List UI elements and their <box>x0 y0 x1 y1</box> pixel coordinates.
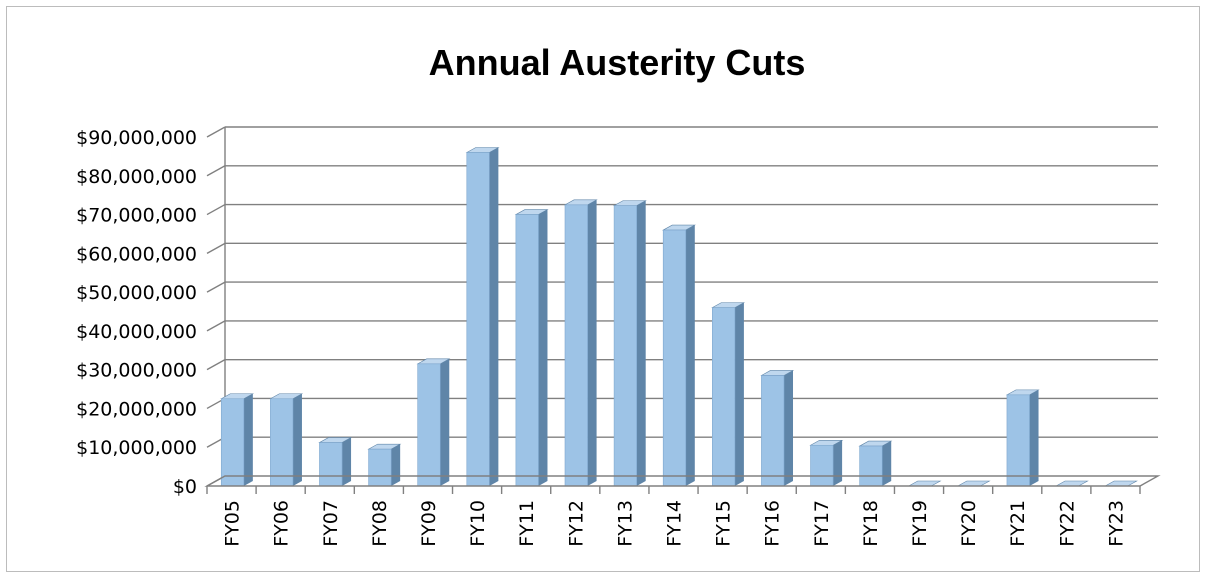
bar-front <box>417 363 441 487</box>
bar <box>1054 480 1089 487</box>
bar-side <box>391 444 401 486</box>
bar <box>563 199 598 487</box>
bar-side <box>685 225 695 487</box>
chart-floor <box>204 475 1161 487</box>
bar-front <box>712 307 736 487</box>
gridline-slant <box>206 359 226 371</box>
x-tick-label: FY08 <box>369 500 391 547</box>
bar-side <box>489 147 499 486</box>
x-tick-label: FY22 <box>1056 500 1078 547</box>
x-axis-ticks: FY05 FY06 FY07 FY08 FY09 FY10 FY11 FY12 FY13 FY14… <box>222 500 1128 547</box>
bar-side <box>342 437 352 486</box>
x-tick-label: FY23 <box>1105 500 1127 547</box>
x-tick-label: FY21 <box>1007 500 1029 547</box>
y-tick-label: $60,000,000 <box>76 243 197 265</box>
x-tick-label: FY19 <box>909 500 931 547</box>
x-tick-label: FY07 <box>320 500 342 547</box>
bar-side <box>1029 389 1039 486</box>
bar <box>367 443 402 487</box>
bar <box>1103 480 1138 487</box>
bar-front <box>368 448 392 487</box>
bar-front <box>515 214 539 487</box>
bar <box>711 302 746 487</box>
bar-front <box>564 204 588 487</box>
y-tick-label: $40,000,000 <box>76 321 197 343</box>
y-axis-ticks: $0 $10,000,000 $20,000,000 $30,000,000 $40,0… <box>76 127 197 498</box>
x-tick-label: FY10 <box>467 500 489 547</box>
y-tick-label: $90,000,000 <box>76 127 197 149</box>
bar <box>318 437 353 487</box>
bar <box>662 224 696 487</box>
bar-side <box>833 440 843 486</box>
bar <box>760 370 795 487</box>
chart-title: Annual Austerity Cuts <box>429 42 806 83</box>
x-axis <box>204 475 1161 494</box>
bar-front <box>662 229 687 487</box>
bar-side <box>734 302 744 486</box>
bar-top <box>956 480 991 487</box>
bar <box>956 480 991 487</box>
bar-side <box>636 200 646 487</box>
bar <box>809 439 844 487</box>
bar-front <box>270 398 294 487</box>
x-tick-label: FY16 <box>762 500 784 547</box>
y-tick-label: $80,000,000 <box>76 166 197 188</box>
bar-side <box>243 393 253 486</box>
y-tick-label: $10,000,000 <box>76 437 197 459</box>
x-tick-label: FY12 <box>565 500 587 547</box>
bar <box>269 393 304 487</box>
y-tick-label: $20,000,000 <box>76 398 197 420</box>
bar <box>858 440 893 487</box>
x-tick-label: FY11 <box>516 500 538 547</box>
y-tick-label: $70,000,000 <box>76 205 197 227</box>
y-tick-label: $50,000,000 <box>76 282 197 304</box>
bar-top <box>1054 480 1089 487</box>
gridline-slant <box>206 165 226 177</box>
gridline-slant <box>206 242 226 254</box>
x-tick-label: FY14 <box>664 500 686 547</box>
bar-front <box>613 205 637 487</box>
x-tick-label: FY17 <box>811 500 833 547</box>
bar <box>1005 389 1040 487</box>
bar-chart: Annual Austerity Cuts $0 $10,000,000 $20,0… <box>76 42 1161 547</box>
gridline-slant <box>206 320 226 332</box>
bar-top <box>907 480 942 487</box>
bar <box>612 200 647 487</box>
bar <box>220 393 255 487</box>
x-tick-label: FY09 <box>418 500 440 547</box>
x-tick-label: FY20 <box>958 500 980 547</box>
chart-frame: Annual Austerity Cuts $0 $10,000,000 $20,0… <box>6 6 1200 572</box>
y-tick-label: $30,000,000 <box>76 360 197 382</box>
x-tick-label: FY06 <box>271 500 293 547</box>
x-tick-label: FY18 <box>860 500 882 547</box>
gridline-slant <box>206 126 226 138</box>
bar-top <box>1103 480 1138 487</box>
bar-front <box>319 442 343 487</box>
bar-front <box>859 445 883 487</box>
bar-side <box>784 370 794 486</box>
bar <box>416 358 451 487</box>
bar-front <box>466 152 490 487</box>
bar <box>514 209 549 487</box>
x-tick-label: FY13 <box>614 500 636 547</box>
bar-side <box>538 209 548 487</box>
bar-front <box>761 375 785 487</box>
bar-front <box>1006 394 1030 487</box>
bar-side <box>882 441 892 486</box>
gridline-slant <box>206 203 226 216</box>
bar-front <box>220 398 245 487</box>
bar-front <box>810 444 834 487</box>
bar <box>465 147 500 487</box>
bar <box>907 480 942 487</box>
bar-side <box>440 358 450 486</box>
x-tick-label: FY15 <box>713 500 735 547</box>
gridline-slant <box>206 281 226 293</box>
bar-side <box>292 393 302 486</box>
y-tick-label: $0 <box>173 476 197 498</box>
x-tick-label: FY05 <box>222 500 244 547</box>
bar-side <box>587 199 597 486</box>
bars <box>220 147 1138 487</box>
